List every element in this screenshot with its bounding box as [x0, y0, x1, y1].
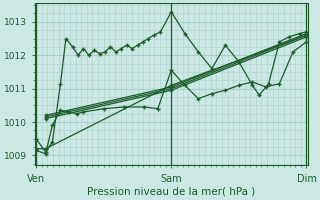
X-axis label: Pression niveau de la mer( hPa ): Pression niveau de la mer( hPa ): [87, 187, 255, 197]
